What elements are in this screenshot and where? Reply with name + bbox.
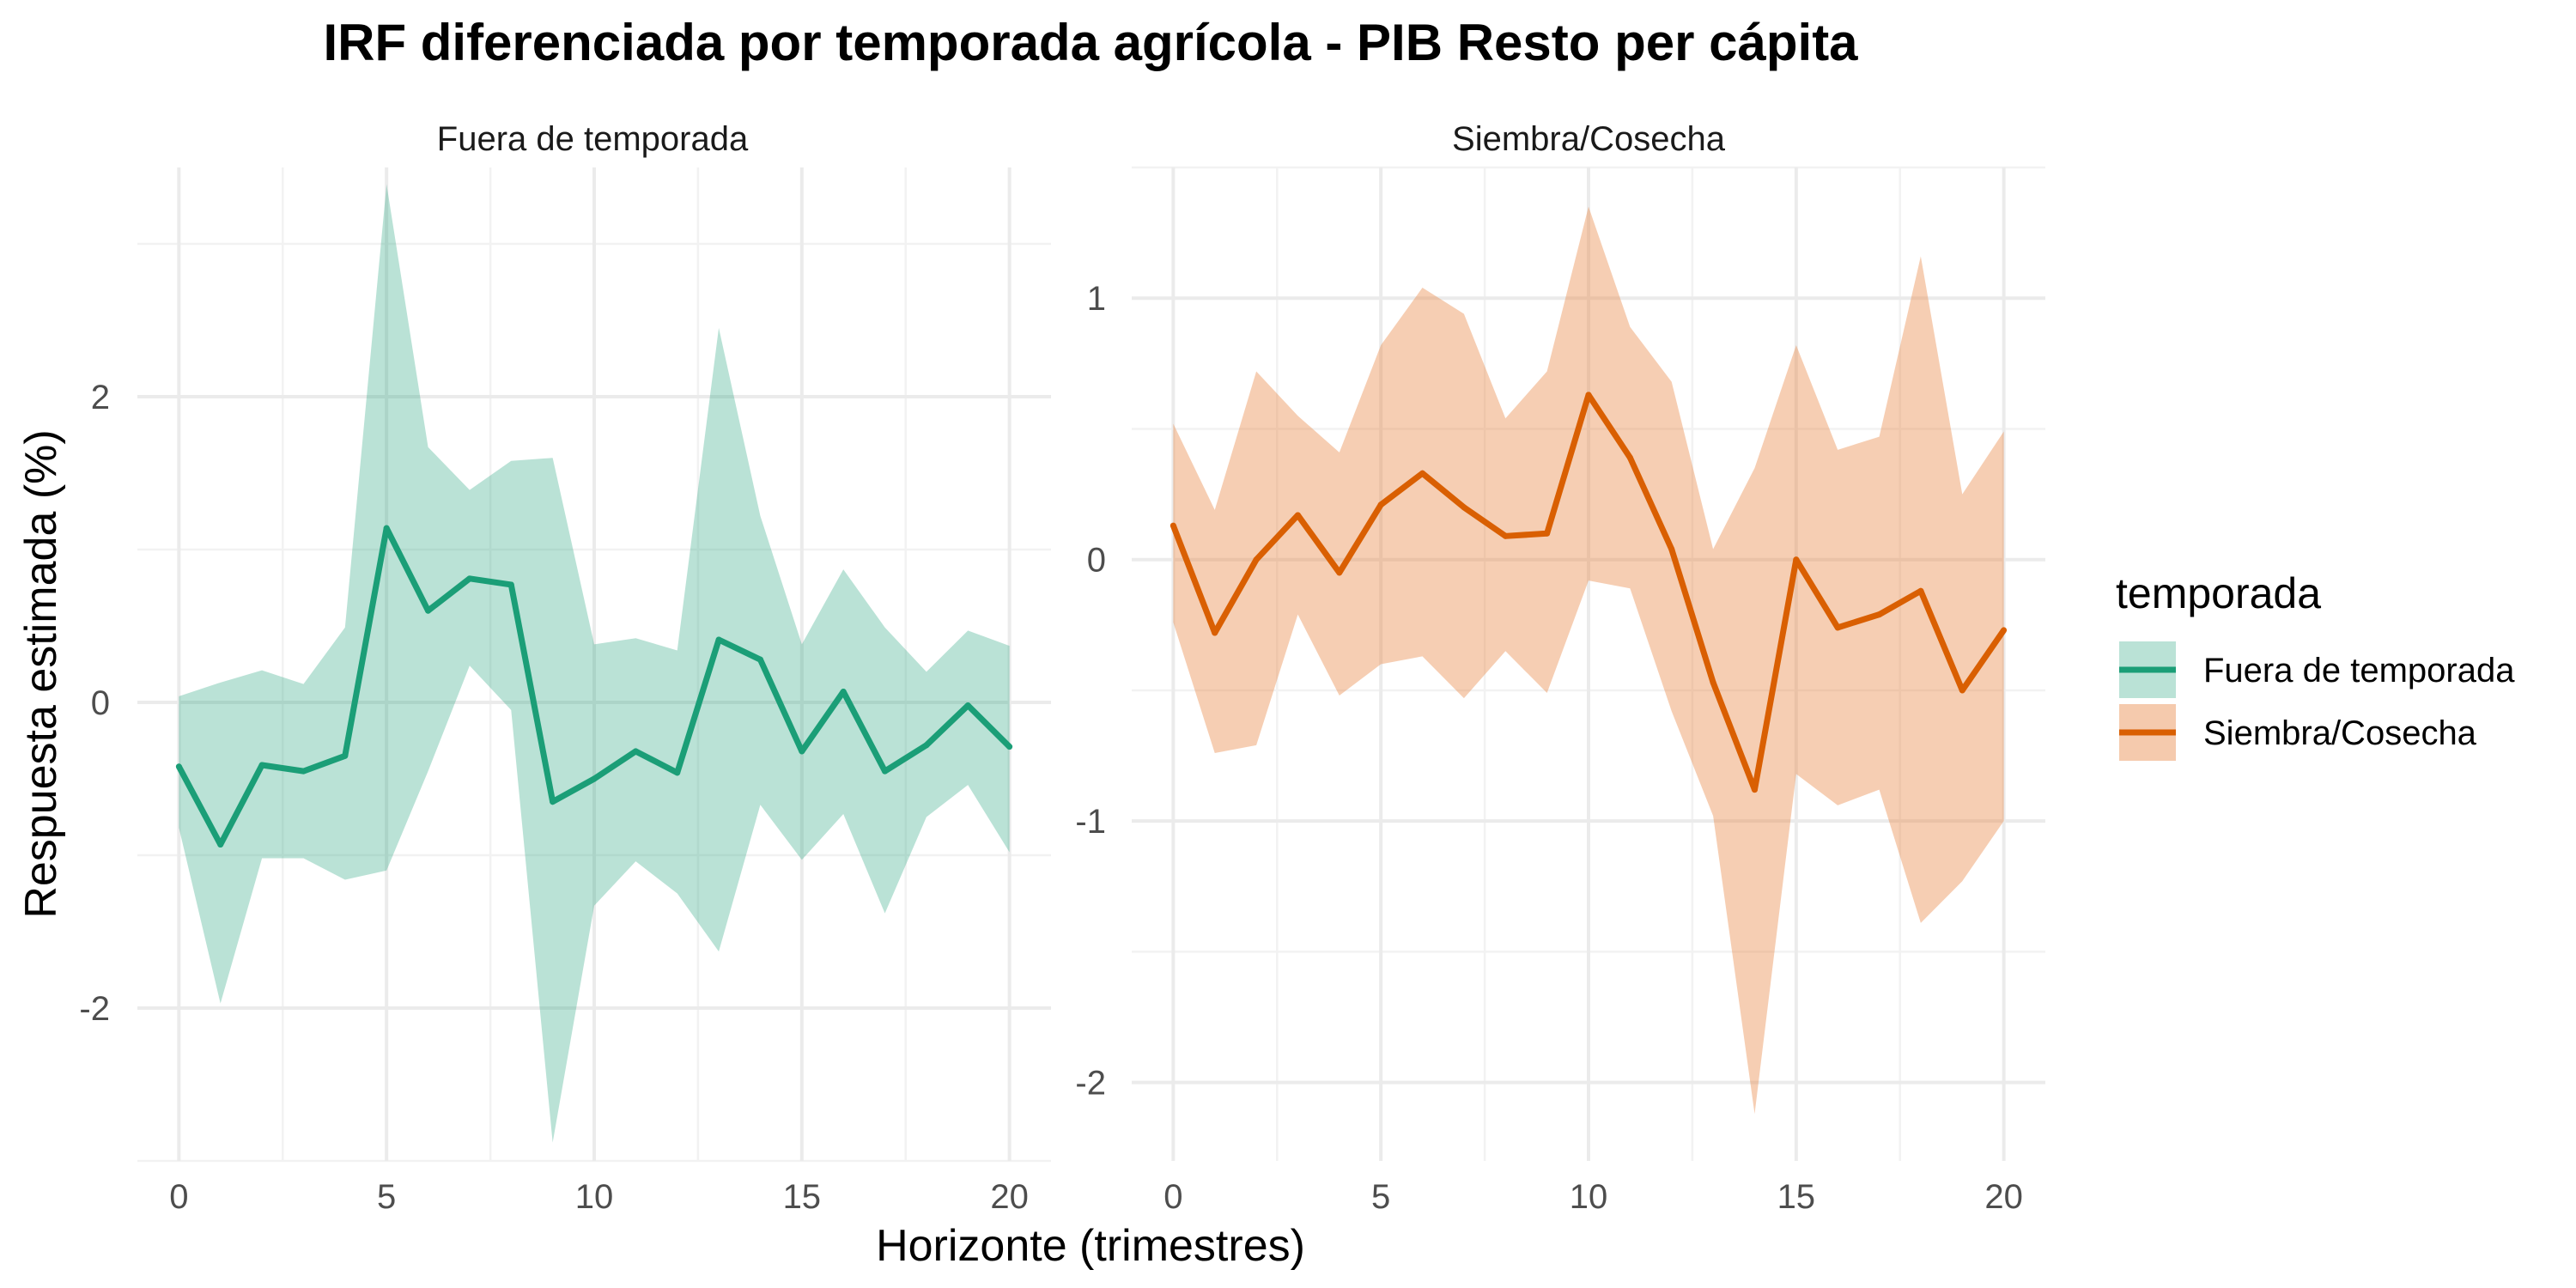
estimate-point (1377, 501, 1384, 508)
estimate-point (425, 607, 432, 614)
estimate-point (383, 525, 390, 532)
estimate-point (1917, 587, 1924, 594)
estimate-point (1834, 624, 1841, 631)
estimate-point (342, 752, 349, 759)
estimate-point (840, 689, 847, 696)
y-tick-label: -2 (1075, 1065, 1106, 1103)
panel-grid (1132, 166, 2045, 1161)
legend-label: Fuera de temporada (2203, 652, 2515, 690)
x-tick-label: 0 (1163, 1178, 1182, 1216)
confidence-ribbon (179, 184, 1010, 1143)
estimate-point (591, 775, 598, 782)
estimate-point (715, 636, 722, 643)
estimate-point (1959, 687, 1965, 694)
x-tick-label: 10 (1570, 1178, 1608, 1216)
chart-title: IRF diferenciada por temporada agrícola … (323, 14, 1858, 71)
panel-siembra-cosecha: Siembra/Cosecha 0 5 10 15 20 -2 -1 0 1 (1075, 120, 2045, 1216)
y-tick-label: 0 (1087, 542, 1106, 580)
estimate-point (1585, 392, 1592, 398)
estimate-point (1212, 629, 1218, 636)
estimate-point (1502, 532, 1509, 539)
x-tick-label: 15 (783, 1178, 822, 1216)
confidence-ribbon (1173, 206, 2004, 1115)
estimate-point (217, 841, 224, 848)
estimate-point (300, 768, 307, 775)
legend: temporada Fuera de temporada Siembra/Cos… (2116, 569, 2515, 761)
estimate-point (1626, 454, 1633, 461)
estimate-point (258, 762, 265, 769)
panel-grid (137, 167, 1051, 1163)
legend-item-siembra-cosecha: Siembra/Cosecha (2119, 704, 2477, 761)
estimate-point (2001, 627, 2008, 634)
estimate-point (1294, 512, 1301, 519)
estimate-point (1336, 569, 1343, 576)
estimate-point (1253, 556, 1260, 563)
estimate-point (1793, 556, 1800, 563)
x-tick-label: 5 (377, 1178, 396, 1216)
estimate-point (674, 769, 681, 776)
estimate-point (1419, 470, 1426, 477)
panel-strip-label: Fuera de temporada (437, 120, 749, 158)
y-axis-title: Respuesta estimada (%) (16, 429, 66, 918)
estimate-point (964, 702, 971, 709)
panel-strip-label: Siembra/Cosecha (1452, 120, 1726, 158)
y-tick-label: 1 (1087, 280, 1106, 318)
legend-label: Siembra/Cosecha (2203, 714, 2477, 752)
legend-item-fuera-de-temporada: Fuera de temporada (2119, 641, 2515, 698)
estimate-point (632, 748, 639, 755)
panel-fuera-de-temporada: Fuera de temporada 0 5 10 15 20 -2 0 2 (79, 120, 1051, 1216)
estimate-point (882, 768, 889, 775)
estimate-point (1544, 530, 1551, 537)
x-tick-label: 0 (169, 1178, 188, 1216)
estimate-point (756, 656, 763, 663)
estimate-point (1876, 611, 1883, 618)
estimate-point (1710, 679, 1716, 686)
estimate-point (507, 581, 514, 588)
y-tick-label: -2 (79, 990, 110, 1028)
estimate-point (1668, 546, 1675, 553)
x-tick-label: 15 (1777, 1178, 1816, 1216)
y-tick-label: 0 (91, 684, 110, 722)
estimate-point (175, 763, 182, 770)
estimate-point (466, 575, 473, 582)
estimate-point (1751, 787, 1758, 793)
x-tick-label: 20 (990, 1178, 1029, 1216)
y-tick-label: 2 (91, 379, 110, 416)
estimate-point (1170, 522, 1176, 529)
x-tick-label: 5 (1371, 1178, 1390, 1216)
y-tick-label: -1 (1075, 803, 1106, 841)
x-axis-title: Horizonte (trimestres) (876, 1221, 1305, 1271)
estimate-point (1006, 744, 1013, 750)
estimate-point (1461, 504, 1467, 511)
x-tick-label: 20 (1984, 1178, 2023, 1216)
estimate-point (799, 748, 805, 755)
estimate-point (923, 742, 930, 749)
estimate-point (550, 799, 556, 805)
legend-title: temporada (2116, 569, 2321, 617)
x-tick-label: 10 (575, 1178, 614, 1216)
